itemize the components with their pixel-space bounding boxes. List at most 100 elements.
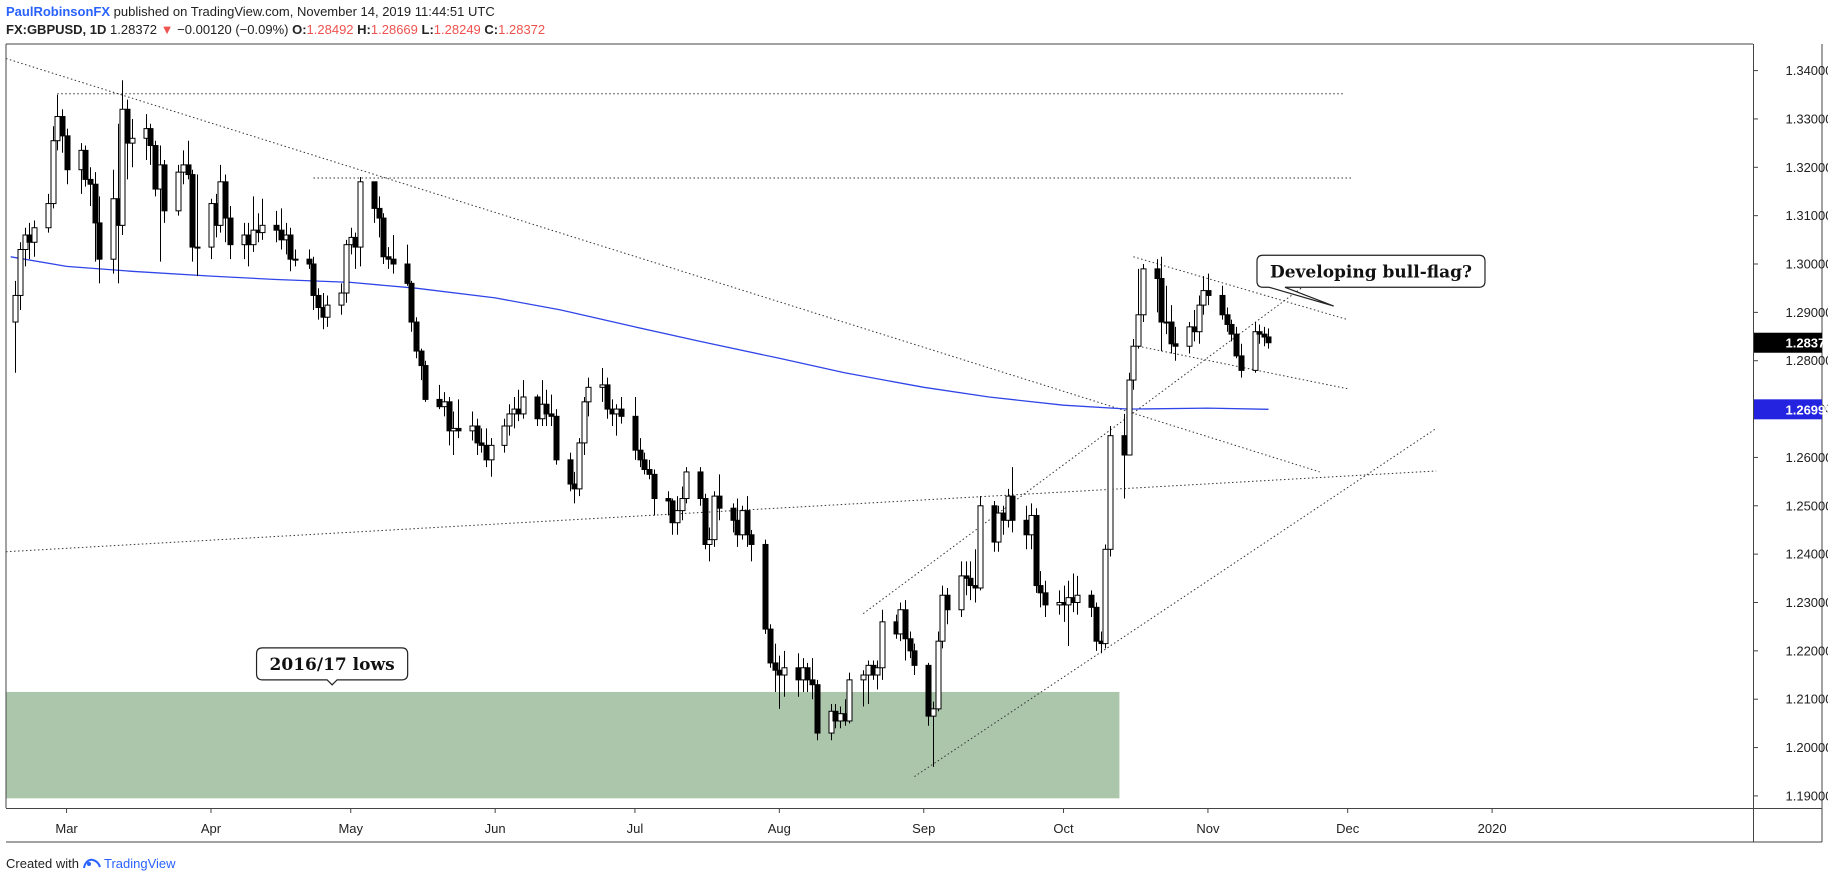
candle[interactable] bbox=[543, 389, 550, 426]
candle[interactable] bbox=[1238, 343, 1245, 378]
candle[interactable] bbox=[1042, 580, 1049, 617]
candle[interactable] bbox=[50, 126, 57, 209]
candle[interactable] bbox=[520, 380, 527, 419]
candle[interactable] bbox=[585, 377, 592, 417]
candle[interactable] bbox=[87, 167, 94, 206]
candle[interactable] bbox=[1228, 319, 1235, 342]
candle[interactable] bbox=[1205, 273, 1212, 306]
candle[interactable] bbox=[581, 396, 588, 456]
candle[interactable] bbox=[1126, 372, 1133, 456]
candle[interactable] bbox=[828, 704, 835, 741]
candle[interactable] bbox=[632, 396, 639, 460]
candle[interactable] bbox=[897, 602, 904, 642]
candle[interactable] bbox=[697, 467, 704, 506]
candle[interactable] bbox=[119, 80, 126, 235]
price-axis[interactable]: 1.34000 1.33000 1.32000 1.31000 1.30000 1.290… bbox=[1753, 63, 1828, 803]
candle[interactable] bbox=[874, 660, 881, 690]
candle[interactable] bbox=[315, 288, 322, 320]
candle[interactable] bbox=[180, 150, 187, 185]
candle[interactable] bbox=[744, 496, 751, 547]
candle[interactable] bbox=[446, 396, 453, 446]
candle[interactable] bbox=[860, 670, 867, 707]
candle[interactable] bbox=[12, 280, 19, 373]
candle[interactable] bbox=[1102, 544, 1109, 649]
candle[interactable] bbox=[413, 317, 420, 359]
candle[interactable] bbox=[478, 428, 485, 453]
candle[interactable] bbox=[278, 208, 285, 250]
moving-average-line[interactable] bbox=[10, 256, 1269, 410]
candle[interactable] bbox=[1219, 285, 1226, 320]
candle[interactable] bbox=[436, 384, 443, 410]
candle[interactable] bbox=[548, 394, 555, 426]
candle[interactable] bbox=[189, 169, 196, 262]
tradingview-link[interactable]: TradingView bbox=[104, 856, 176, 871]
time-axis[interactable]: Mar Apr May Jun Jul Aug Sep Oct Nov Dec 2020 bbox=[55, 808, 1507, 836]
candle[interactable] bbox=[245, 222, 252, 267]
candle[interactable] bbox=[637, 438, 644, 468]
candle[interactable] bbox=[1256, 324, 1263, 344]
candle[interactable] bbox=[646, 459, 653, 480]
candle[interactable] bbox=[1252, 322, 1259, 373]
candle[interactable] bbox=[483, 428, 490, 468]
candle[interactable] bbox=[902, 600, 909, 661]
candle[interactable] bbox=[716, 474, 723, 521]
candle[interactable] bbox=[1033, 508, 1040, 593]
candle[interactable] bbox=[343, 239, 350, 303]
candle[interactable] bbox=[1163, 285, 1170, 335]
candle[interactable] bbox=[804, 662, 811, 692]
candle[interactable] bbox=[814, 679, 821, 741]
candle[interactable] bbox=[1200, 276, 1207, 315]
candle[interactable] bbox=[1074, 575, 1081, 615]
candle[interactable] bbox=[679, 486, 686, 521]
candle[interactable] bbox=[96, 196, 103, 284]
bull-flag-callout[interactable]: Developing bull-flag? bbox=[1256, 254, 1486, 307]
candle[interactable] bbox=[129, 118, 136, 168]
candle[interactable] bbox=[748, 529, 755, 562]
candle[interactable] bbox=[1121, 413, 1128, 499]
candle[interactable] bbox=[161, 160, 168, 223]
candle[interactable] bbox=[539, 380, 546, 426]
candle[interactable] bbox=[194, 174, 201, 277]
candle[interactable] bbox=[1158, 256, 1165, 352]
candle[interactable] bbox=[846, 672, 853, 724]
candle[interactable] bbox=[306, 249, 313, 269]
candle[interactable] bbox=[474, 418, 481, 456]
candle[interactable] bbox=[422, 360, 429, 402]
symbol-name[interactable]: FX:GBPUSD, 1D bbox=[6, 22, 107, 37]
candle[interactable] bbox=[1056, 590, 1063, 615]
candle[interactable] bbox=[371, 181, 378, 223]
candle[interactable] bbox=[64, 128, 71, 185]
candle[interactable] bbox=[338, 283, 345, 315]
candle[interactable] bbox=[441, 392, 448, 417]
candle[interactable] bbox=[1009, 467, 1016, 533]
candle[interactable] bbox=[1261, 326, 1268, 347]
candle[interactable] bbox=[1172, 326, 1179, 361]
candle[interactable] bbox=[702, 493, 709, 550]
candle[interactable] bbox=[259, 198, 266, 240]
candle[interactable] bbox=[599, 367, 606, 402]
candle[interactable] bbox=[767, 624, 774, 668]
candle[interactable] bbox=[185, 140, 192, 180]
candle[interactable] bbox=[995, 505, 1002, 552]
candle[interactable] bbox=[1065, 580, 1072, 647]
trendline-long-term-downtrend[interactable] bbox=[5, 58, 1320, 473]
candle[interactable] bbox=[506, 404, 513, 436]
candle[interactable] bbox=[1186, 322, 1193, 354]
candle[interactable] bbox=[124, 99, 131, 180]
candle[interactable] bbox=[376, 196, 383, 238]
candle[interactable] bbox=[455, 399, 462, 439]
candle[interactable] bbox=[217, 164, 224, 233]
candle[interactable] bbox=[534, 394, 541, 426]
candle[interactable] bbox=[418, 348, 425, 381]
candle[interactable] bbox=[59, 109, 66, 153]
candle[interactable] bbox=[287, 227, 294, 272]
candle[interactable] bbox=[930, 701, 937, 767]
candle[interactable] bbox=[250, 196, 257, 252]
candle[interactable] bbox=[772, 643, 779, 692]
candle[interactable] bbox=[641, 452, 648, 475]
candle[interactable] bbox=[734, 498, 741, 547]
lows-callout[interactable]: 2016/17 lows bbox=[255, 647, 409, 686]
candle[interactable] bbox=[567, 452, 574, 492]
candle[interactable] bbox=[1135, 268, 1142, 349]
candle[interactable] bbox=[972, 549, 979, 603]
